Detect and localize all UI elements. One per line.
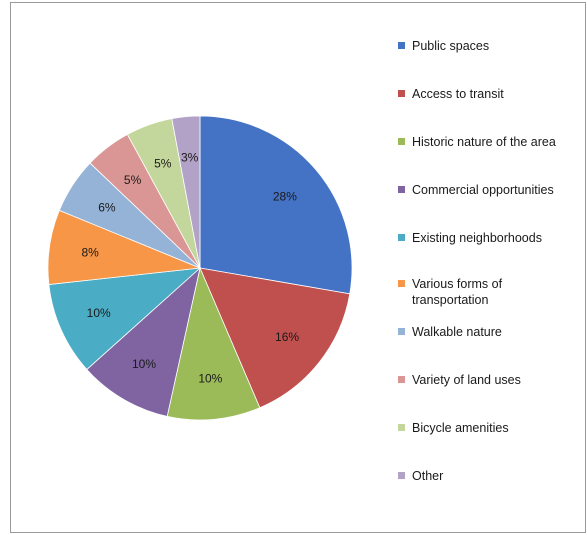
- legend-item-4: Existing neighborhoods: [398, 230, 542, 246]
- slice-data-label-1: 16%: [275, 330, 299, 344]
- legend-swatch-2: [398, 138, 405, 145]
- legend-label-2: Historic nature of the area: [412, 135, 556, 149]
- slice-data-label-6: 6%: [98, 201, 116, 215]
- legend-swatch-4: [398, 234, 405, 241]
- legend-label-1: Access to transit: [412, 87, 504, 101]
- legend-item-2: Historic nature of the area: [398, 134, 556, 150]
- slice-data-label-2: 10%: [198, 371, 222, 385]
- pie-slice-3: [86, 266, 201, 417]
- pie-slice-9: [171, 115, 201, 269]
- legend-item-7: Variety of land uses: [398, 372, 521, 388]
- slice-data-label-7: 5%: [124, 173, 142, 187]
- legend-item-3: Commercial opportunities: [398, 182, 554, 198]
- legend-label-4: Existing neighborhoods: [412, 231, 542, 245]
- legend-item-6: Walkable nature: [398, 324, 502, 340]
- legend-label-7: Variety of land uses: [412, 373, 521, 387]
- legend-label-9: Other: [412, 469, 444, 483]
- legend-label-5: Various forms of transportation: [412, 277, 503, 307]
- legend-item-8: Bicycle amenities: [398, 420, 509, 436]
- pie-slice-1: [199, 267, 351, 409]
- slice-data-label-5: 8%: [81, 246, 99, 260]
- legend-swatch-8: [398, 424, 405, 431]
- legend-swatch-0: [398, 42, 405, 49]
- legend-item-1: Access to transit: [398, 86, 504, 102]
- legend-swatch-1: [398, 90, 405, 97]
- legend-item-0: Public spaces: [398, 38, 489, 54]
- legend-item-9: Other: [398, 468, 443, 484]
- legend-label-3: Commercial opportunities: [412, 183, 554, 197]
- legend-label-8: Bicycle amenities: [412, 421, 509, 435]
- legend-label-6: Walkable nature: [412, 325, 502, 339]
- pie-slice-2: [166, 266, 261, 421]
- legend-swatch-6: [398, 328, 405, 335]
- slice-data-label-9: 3%: [181, 151, 199, 165]
- legend-item-5: Various forms of transportation: [398, 276, 562, 308]
- legend-swatch-5: [398, 280, 405, 287]
- slice-data-label-3: 10%: [132, 357, 156, 371]
- slice-data-label-4: 10%: [87, 306, 111, 320]
- legend-swatch-3: [398, 186, 405, 193]
- pie-slice-0: [199, 115, 353, 295]
- slice-data-label-8: 5%: [154, 156, 172, 170]
- slice-data-label-0: 28%: [273, 190, 297, 204]
- legend-swatch-7: [398, 376, 405, 383]
- pie-slice-4: [48, 267, 202, 371]
- legend-label-0: Public spaces: [412, 39, 490, 53]
- legend-swatch-9: [398, 472, 405, 479]
